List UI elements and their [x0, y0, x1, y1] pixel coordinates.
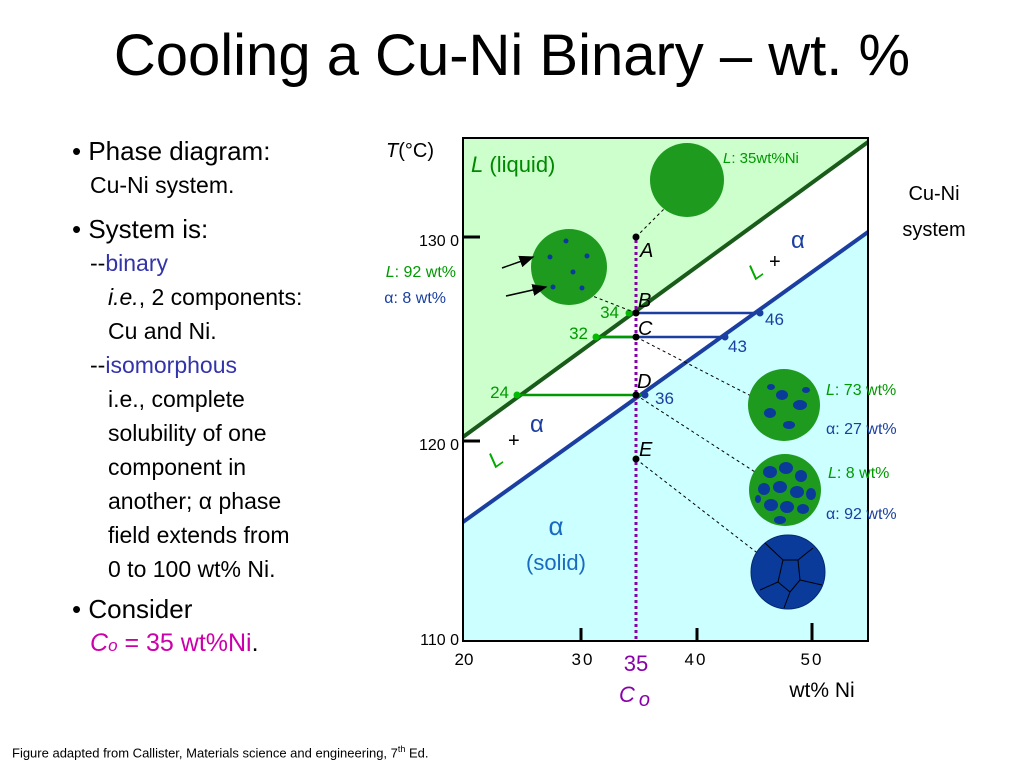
tie-point-36: [641, 391, 649, 399]
annotation-B-alpha: α: 8 wt%: [384, 290, 446, 307]
tie-point-46: [756, 309, 764, 317]
co-o: o: [108, 636, 118, 655]
bullet-list: • Phase diagram: Cu-Ni system. • System …: [72, 134, 372, 663]
page-title: Cooling a Cu-Ni Binary – wt. %: [113, 23, 911, 88]
ie-text: i.e.: [108, 284, 139, 310]
iso-line-5: field extends from: [108, 522, 290, 548]
iso-line-6: 0 to 100 wt% Ni.: [108, 556, 276, 582]
two-phase-upper-alpha: α: [791, 227, 805, 254]
system-label-line2: system: [902, 219, 965, 241]
iso-line-1: i.e., complete: [108, 386, 245, 412]
co-rest: = 35 wt%Ni: [117, 629, 252, 657]
binary-term: binary: [105, 250, 168, 276]
co-c: C: [90, 629, 109, 657]
bullet-binary: --binary: [72, 246, 372, 280]
leader-C: [635, 336, 756, 399]
annotation-A: L: 35wt%Ni: [723, 150, 799, 167]
alpha-symbol: α: [198, 488, 213, 514]
plot-frame: [462, 137, 869, 642]
tie-value-34: 34: [600, 303, 619, 322]
point-label-E: E: [639, 439, 653, 461]
solidus-line: [461, 230, 870, 524]
liquid-region-label: L (liquid): [471, 152, 555, 177]
solid-region: [463, 232, 868, 641]
alpha-grains-D: [764, 384, 810, 429]
caption-tail: Ed.: [405, 745, 429, 761]
annotation-D-alpha: α: 27 wt%: [826, 421, 897, 438]
ytick-label-1100: 110 0: [420, 632, 459, 649]
xtick-label-35: 35: [624, 651, 648, 676]
annotation-E-alpha: α: 92 wt%: [826, 506, 897, 523]
liquidus-line: [461, 140, 870, 439]
iso-line-3: component in: [108, 454, 247, 480]
bullet-binary-ie: i.e., 2 components:: [72, 280, 372, 314]
two-phase-lower-plus: +: [508, 430, 520, 452]
co-period: .: [251, 629, 259, 657]
ie-rest: , 2 components:: [138, 284, 303, 310]
nuclei-dots: [547, 238, 590, 291]
bullet-isomorphous: --isomorphous: [72, 348, 372, 382]
xtick-label-30: 30: [572, 650, 595, 669]
annotation-E-liquid: L: 8 wt%: [828, 465, 889, 482]
tie-value-32: 32: [569, 324, 588, 343]
tie-value-46: 46: [765, 310, 784, 329]
tie-value-24: 24: [490, 383, 509, 402]
bullet-binary-components: Cu and Ni.: [108, 318, 217, 344]
microstructure-B-nuclei: [531, 229, 607, 305]
point-label-C: C: [638, 318, 653, 340]
bullet-system-is: • System is:: [72, 214, 209, 244]
figure-caption: Figure adapted from Callister, Materials…: [12, 744, 429, 760]
solid-region-label: (solid): [526, 550, 586, 575]
bullet-phase-diagram: • Phase diagram:: [72, 136, 271, 166]
tie-point-24: [513, 391, 521, 399]
tie-point-34: [625, 309, 633, 317]
tie-point-32: [592, 333, 600, 341]
caption-sup: th: [397, 744, 406, 754]
point-label-B: B: [638, 290, 651, 312]
bullet-phase-diagram-sub: Cu-Ni system.: [90, 172, 235, 198]
ytick-label-1300: 130 0: [419, 233, 459, 250]
annotation-D-liquid: L: 73 wt%: [826, 382, 896, 399]
solid-region-alpha: α: [548, 511, 563, 541]
dash: --: [90, 250, 106, 276]
xtick-label-50: 50: [801, 650, 824, 669]
dash: --: [90, 352, 106, 378]
two-phase-label-upper: L + α: [743, 227, 805, 285]
xtick-label-20: 20: [455, 650, 474, 669]
x-axis-label: wt% Ni: [788, 679, 854, 702]
annotation-B-liquid: L: 92 wt%: [386, 264, 456, 281]
leader-A: [635, 204, 669, 238]
bullet-consider: • Consider: [72, 594, 193, 624]
arrow-nucleus-1: [501, 255, 535, 269]
leader-B: [589, 294, 637, 314]
caption-text: Figure adapted from Callister, Materials…: [12, 745, 398, 761]
isomorphous-term: isomorphous: [105, 352, 238, 378]
y-axis-label: T(°C): [386, 140, 434, 162]
point-label-A: A: [639, 240, 653, 262]
tie-value-36: 36: [655, 389, 674, 408]
two-phase-upper-plus: +: [769, 251, 781, 273]
iso-line-2: solubility of one: [108, 420, 267, 446]
bullet-co: Co = 35 wt%Ni.: [72, 626, 372, 663]
iso-line-4b: phase: [212, 488, 282, 514]
point-label-D: D: [637, 371, 651, 393]
two-phase-lower-alpha: α: [530, 411, 544, 438]
alpha-grains-E: [755, 462, 816, 524]
iso-line-4a: another;: [108, 488, 199, 514]
grain-boundaries: [759, 542, 823, 609]
iso-line-4: another; α phase: [72, 484, 372, 518]
arrow-nucleus-2: [505, 284, 548, 297]
leader-E: [635, 458, 761, 556]
microstructure-D-grains: [748, 369, 820, 441]
xtick-label-40: 40: [685, 650, 708, 669]
two-phase-region: [463, 142, 868, 522]
tie-point-43: [721, 333, 729, 341]
microstructure-A-liquid: [650, 143, 724, 217]
system-label-line1: Cu-Ni: [908, 183, 959, 205]
tie-value-43: 43: [728, 337, 747, 356]
ytick-label-1200: 120 0: [419, 437, 459, 454]
